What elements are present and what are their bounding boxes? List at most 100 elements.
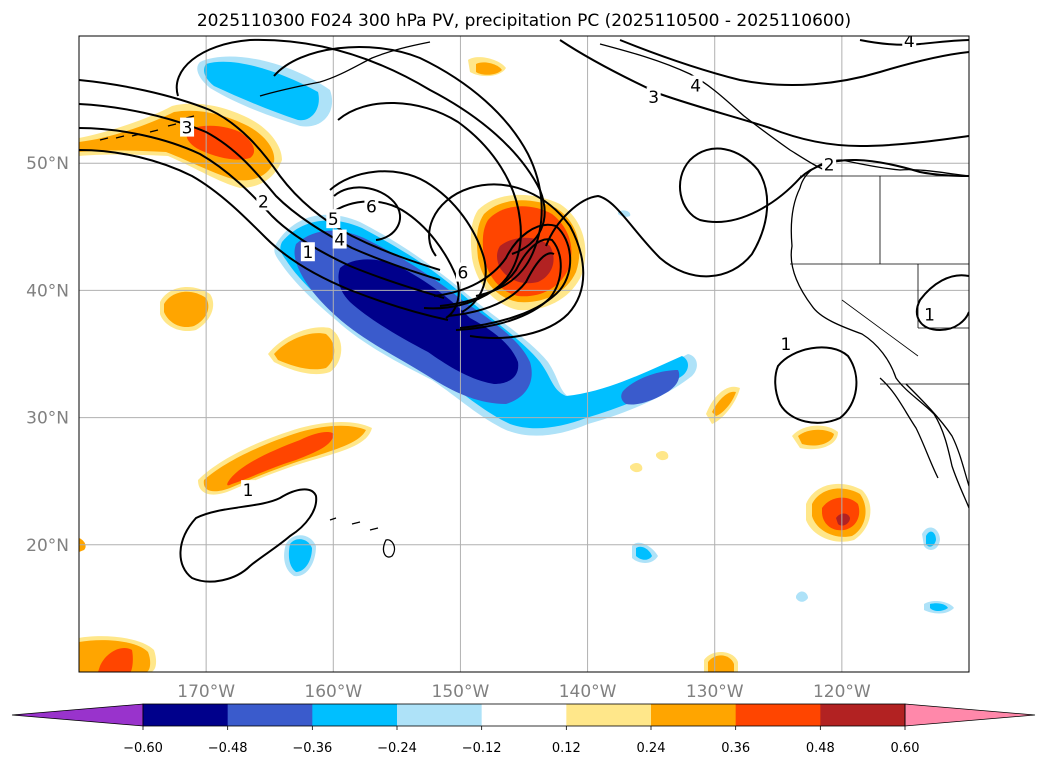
pv-contour-jet-loop-4: [329, 170, 487, 313]
pv-contour-label: 1: [302, 243, 313, 263]
colorbar-tick-label: −0.24: [377, 741, 417, 756]
pv-contour-label: 4: [690, 77, 701, 97]
lat-tick-label: 30°N: [26, 409, 69, 429]
colorbar-segment: [481, 704, 567, 726]
lon-tick-label: 150°W: [432, 682, 490, 702]
pv-contour-1-southwest-us: [915, 274, 969, 332]
colorbar-tick-label: 0.24: [637, 741, 666, 756]
lon-tick-label: 170°W: [177, 682, 235, 702]
longitude-labels: 170°W 160°W 150°W 140°W 130°W 120°W: [177, 682, 871, 702]
positive-precip-blob-south-edge-170w-core: [98, 647, 133, 672]
chart-title: 2025110300 F024 300 hPa PV, precipitatio…: [197, 11, 851, 31]
pv-contour-label-bg: [822, 154, 837, 174]
lat-tick-label: 20°N: [26, 536, 69, 556]
pv-contour-ridge-2: [545, 147, 969, 278]
us-state-borders: [790, 176, 969, 385]
pv-contour-label-bg: [364, 196, 379, 216]
pv-contour-label: 1: [924, 306, 935, 326]
pv-contour-label-bg: [300, 242, 315, 262]
pv-contour-label: 1: [781, 335, 792, 355]
pv-contour-label: 4: [904, 32, 915, 52]
pv-contour-3-north: [79, 103, 441, 281]
pv-contour-1-loop-california: [774, 346, 858, 424]
pv-contour-label-bg: [922, 304, 937, 324]
pv-contour-trough-east-2: [439, 238, 562, 331]
coastline-alaska-peninsula: [259, 41, 431, 97]
map-frame: [78, 35, 970, 673]
pv-contour-label: 6: [366, 197, 377, 217]
colorbar-segment: [651, 704, 737, 726]
pv-contour-label-bg: [455, 262, 470, 282]
pv-contour-label: 2: [824, 155, 835, 175]
pv-contour-label: 5: [328, 210, 339, 230]
lon-tick-label: 130°W: [686, 682, 744, 702]
negative-precip-blob-20n-136w-core: [636, 546, 652, 560]
pv-contour-trough-east-3: [447, 252, 555, 317]
positive-precip-blob-29n-122w-core: [798, 429, 834, 446]
pv-contour-2-north: [79, 127, 445, 299]
pv-contour-label-bg: [256, 191, 271, 211]
pv-contour-label: 4: [334, 231, 345, 251]
colorbar-tick-label: 0.12: [552, 741, 581, 756]
lat-tick-label: 40°N: [26, 281, 69, 301]
colorbar-tick-label: 0.48: [806, 741, 835, 756]
negative-precip-blob-20n-160w-core: [288, 539, 312, 572]
colorbar-segment: [143, 704, 229, 726]
colorbar-extend-high: [904, 703, 1036, 727]
colorbar-segment: [227, 704, 313, 726]
pv-contour-label-bg: [180, 117, 195, 137]
negative-precip-blob-21n-113w-core: [926, 531, 936, 547]
colorbar-segment: [397, 704, 483, 726]
lon-tick-label: 160°W: [304, 682, 362, 702]
negative-precip-blob-15n-112w-core: [930, 603, 948, 611]
positive-precip-core-25n: [227, 432, 334, 486]
pv-contour-jet-loop-2: [273, 46, 543, 297]
positive-precip-blob-40n-170w-core: [164, 291, 209, 328]
colorbar-segment: [312, 704, 398, 726]
negative-precip-core-gulf-alaska: [204, 61, 319, 121]
latitude-labels: 20°N 30°N 40°N 50°N: [26, 154, 69, 556]
lat-tick-label: 50°N: [26, 154, 69, 174]
pv-contour-4-top: [859, 39, 969, 46]
aleutian-islands: [99, 115, 195, 141]
pv-contour-label-bg: [778, 333, 793, 353]
colorbar-tick-label: −0.60: [123, 741, 163, 756]
positive-precip-blob-36n-162w-core: [274, 333, 335, 370]
colorbar-extend-low: [11, 703, 144, 727]
positive-precip-speck-27n-133w: [656, 451, 669, 461]
lon-tick-label: 120°W: [813, 682, 871, 702]
pv-contour-label-bg: [646, 87, 661, 107]
colorbar: −0.60 −0.48 −0.36 −0.24 −0.12 0.12 0.24 0.36 0.4…: [11, 703, 1036, 756]
pv-contour-label-bg: [688, 75, 703, 95]
positive-precip-blob-22n-120w-core: [822, 497, 860, 531]
pv-contour-label-bg: [332, 229, 347, 249]
positive-precip-blob-58n-150w-core: [476, 62, 502, 75]
pv-contour-4-north: [79, 79, 441, 271]
colorbar-frame: [142, 703, 906, 727]
pv-contour-label: 3: [182, 119, 193, 139]
pv-contour-1-north: [79, 149, 449, 321]
pv-contour-3-northeast: [559, 39, 969, 148]
colorbar-tick-label: −0.12: [462, 741, 502, 756]
lon-tick-label: 140°W: [559, 682, 617, 702]
coastlines-and-borders: [99, 41, 969, 558]
hawaii-islands: [329, 517, 396, 558]
colorbar-segment: [566, 704, 652, 726]
pv-contour-label-bg: [902, 36, 917, 51]
colorbar-tick-label: 0.60: [891, 741, 920, 756]
negative-precip-blob-16n-123w: [796, 591, 808, 602]
pv-contour-trough-outer: [428, 183, 585, 339]
pv-contours: [79, 38, 969, 583]
pv-contour-label: 3: [648, 88, 659, 108]
coastline-bc-alaska: [599, 43, 831, 173]
colorbar-tick-label: −0.48: [208, 741, 248, 756]
pv-contour-4-northeast: [619, 39, 969, 87]
negative-precip-blob-east-band: [621, 370, 680, 405]
coastline-north-america: [790, 159, 969, 509]
pv-contour-1-subtropical-loop: [179, 488, 318, 583]
baja-california: [879, 377, 939, 479]
colorbar-tick-label: −0.36: [292, 741, 332, 756]
